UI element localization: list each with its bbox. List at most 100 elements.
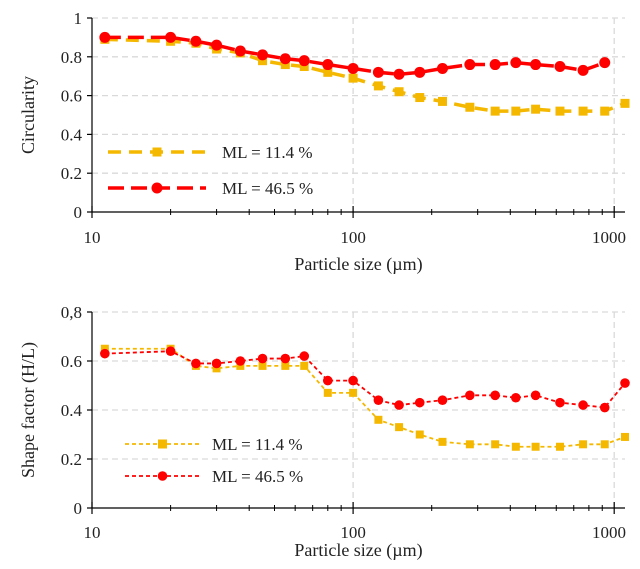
series-line-ml-46-5: [104, 350, 626, 409]
data-point: [415, 93, 425, 103]
data-point: [437, 395, 448, 406]
series-line-ml-11-4: [104, 347, 626, 448]
data-point: [100, 344, 109, 353]
data-point: [531, 442, 540, 451]
data-point: [464, 59, 476, 71]
x-tick-label: 1000: [592, 228, 626, 247]
data-point: [99, 31, 111, 43]
y-axis-label: Shape factor (H/L): [18, 342, 39, 478]
data-point: [257, 49, 269, 61]
data-point: [372, 66, 384, 78]
data-point: [236, 361, 245, 370]
data-point: [322, 375, 333, 386]
data-point: [490, 106, 500, 116]
data-point: [298, 55, 310, 67]
data-point: [300, 361, 309, 370]
shape-factor-chart: 0 0.2 0.4 0.6 0,8 10 100 1000 Particle size (µm)…: [18, 303, 630, 561]
data-point: [374, 415, 383, 424]
data-point: [599, 57, 611, 69]
data-point: [510, 57, 522, 69]
data-point: [393, 68, 405, 80]
data-point: [437, 62, 449, 74]
data-point: [281, 361, 290, 370]
data-point: [599, 402, 610, 413]
y-tick-label: 0: [74, 203, 83, 222]
data-point: [323, 67, 333, 77]
data-point: [395, 423, 404, 432]
data-point: [280, 60, 290, 70]
data-point: [579, 440, 588, 449]
data-point: [438, 96, 448, 106]
data-point: [414, 397, 425, 408]
y-tick-label: 1: [74, 9, 83, 28]
legend-marker: [157, 471, 168, 481]
data-point: [555, 106, 565, 116]
data-point: [621, 432, 629, 441]
data-point: [211, 358, 222, 369]
data-point: [465, 440, 474, 449]
data-point: [212, 364, 221, 373]
data-point: [438, 437, 447, 446]
data-point: [489, 59, 501, 71]
legend-marker: [151, 182, 163, 194]
data-point: [299, 351, 310, 361]
data-point: [415, 430, 424, 439]
data-point: [530, 390, 541, 401]
data-point: [235, 356, 246, 366]
y-tick-label: 0: [74, 499, 83, 518]
data-point: [511, 106, 521, 116]
data-point: [414, 66, 426, 78]
data-point: [280, 353, 291, 364]
x-tick-label: 100: [340, 523, 366, 542]
data-point: [348, 375, 358, 386]
data-point: [347, 62, 359, 74]
data-point: [322, 59, 334, 71]
data-point: [578, 400, 588, 410]
x-tick-label: 10: [84, 228, 101, 247]
series-line-ml-11-4: [104, 37, 626, 113]
data-point: [555, 442, 564, 451]
data-point: [373, 395, 384, 406]
x-axis-label: Particle size (µm): [294, 540, 422, 561]
data-point: [211, 39, 223, 51]
data-point: [258, 361, 267, 370]
data-point: [258, 56, 268, 66]
data-point: [577, 64, 589, 76]
x-tick-label: 100: [340, 228, 366, 247]
y-tick-label: 0,8: [61, 303, 82, 322]
data-point: [191, 358, 201, 369]
data-point: [600, 106, 610, 116]
data-point: [279, 53, 291, 65]
circularity-chart: 0 0.2 0.4 0.6 0.8 1 10 100 1000 Particle size (µm…: [18, 9, 630, 275]
data-point: [323, 388, 332, 397]
data-point: [620, 98, 630, 108]
data-point: [165, 31, 177, 43]
data-point: [465, 390, 475, 401]
legend-label: ML = 11.4 %: [222, 143, 313, 162]
data-point: [491, 440, 500, 449]
data-point: [165, 346, 176, 357]
legend-marker: [158, 439, 167, 449]
x-tick-label: 1000: [592, 523, 626, 542]
data-point: [490, 390, 500, 401]
data-point: [299, 62, 309, 71]
y-tick-label: 0.2: [61, 164, 82, 183]
y-tick-label: 0.6: [61, 352, 82, 371]
data-point: [394, 400, 404, 410]
data-point: [100, 348, 110, 359]
data-point: [511, 442, 520, 451]
data-point: [554, 61, 566, 72]
y-tick-label: 0.8: [61, 48, 82, 67]
x-tick-label: 10: [84, 523, 101, 542]
data-point: [257, 353, 268, 364]
x-axis-label: Particle size (µm): [294, 254, 422, 275]
legend-label: ML = 46.5 %: [222, 179, 313, 198]
y-tick-label: 0.2: [61, 450, 82, 469]
y-tick-label: 0.6: [61, 87, 82, 106]
data-point: [511, 392, 521, 403]
data-point: [234, 45, 246, 57]
data-point: [348, 73, 358, 83]
legend-marker: [152, 147, 162, 157]
